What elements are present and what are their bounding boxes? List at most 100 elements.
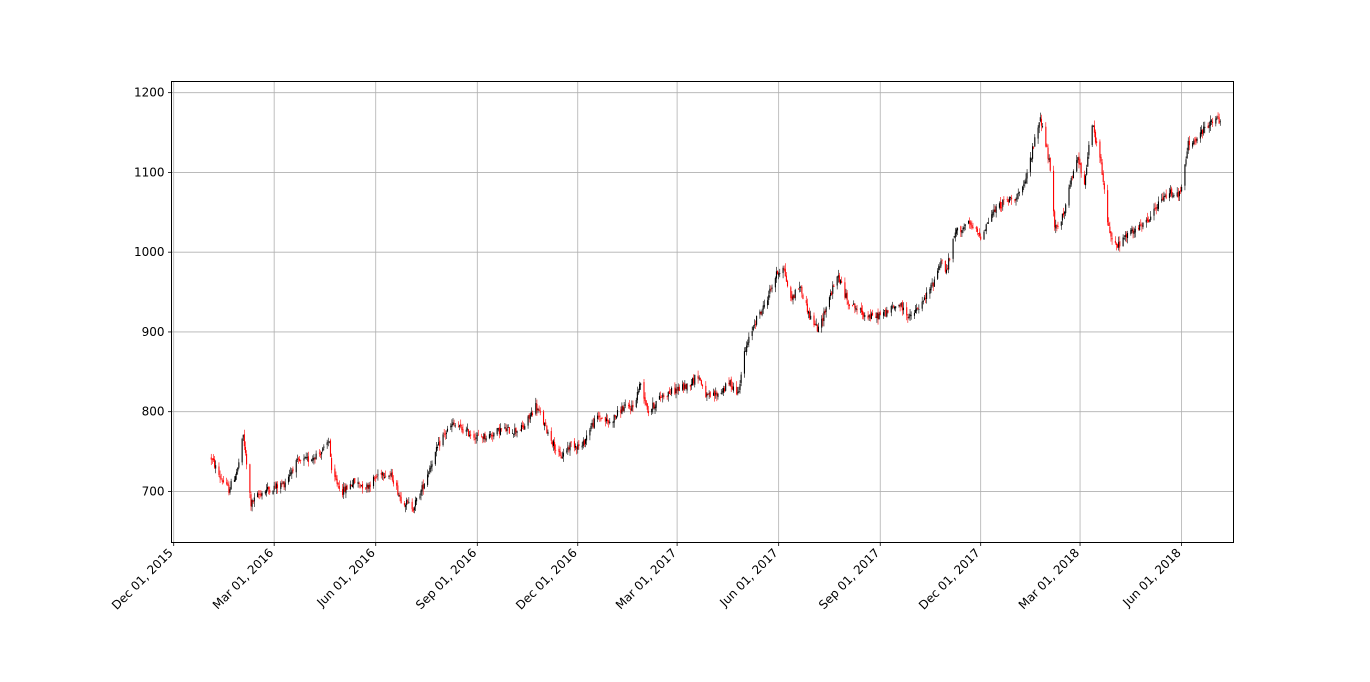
candle-body: [529, 414, 531, 420]
candle-body: [732, 386, 734, 391]
candle-body: [604, 416, 606, 422]
candle-body: [475, 437, 477, 439]
candle-body: [894, 306, 896, 309]
candle-body: [859, 308, 861, 310]
candle-body: [516, 431, 518, 433]
candle-body: [630, 408, 632, 411]
candle-body: [1117, 244, 1119, 248]
candle-body: [724, 388, 726, 392]
candle-body: [1141, 225, 1143, 227]
candle-body: [623, 407, 625, 411]
candle-body: [562, 452, 564, 457]
candle-body: [725, 383, 727, 391]
candle-body: [817, 326, 819, 333]
candle-body: [745, 350, 747, 352]
candle-body: [226, 482, 228, 484]
candle-body: [1186, 151, 1188, 159]
candle-body: [327, 441, 329, 443]
candle-body: [683, 383, 685, 390]
candle-body: [1108, 222, 1110, 226]
candle-body: [860, 307, 863, 313]
candle-body: [864, 314, 866, 318]
candle-body: [423, 483, 425, 489]
candle-body: [632, 404, 634, 408]
candle-body: [1196, 138, 1198, 141]
candle-body: [740, 374, 742, 383]
candle-body: [329, 440, 332, 457]
candle-body: [931, 282, 933, 284]
candle-body: [690, 383, 693, 386]
candle-body: [1094, 131, 1097, 143]
candle-body: [601, 418, 603, 419]
candle-body: [499, 428, 502, 435]
candle-body: [1194, 139, 1196, 141]
candle-body: [622, 406, 624, 411]
candle-body: [1047, 147, 1049, 159]
candle-body: [971, 225, 973, 228]
candle-body: [961, 230, 963, 234]
candle-body: [473, 434, 475, 438]
candle-body: [283, 481, 285, 488]
candle-body: [646, 403, 648, 410]
candle-body: [546, 425, 548, 433]
candle-body: [945, 269, 948, 273]
candle-body: [249, 464, 251, 493]
candle-body: [265, 489, 267, 493]
candle-body: [694, 374, 696, 385]
candle-body: [282, 482, 284, 484]
candle-body: [570, 441, 572, 443]
candle-body: [715, 392, 717, 395]
candle-body: [701, 384, 704, 387]
candle-body: [561, 456, 563, 459]
candle-body: [1045, 126, 1047, 147]
candle-body: [1087, 156, 1089, 167]
candle-body: [584, 438, 587, 444]
candle-body: [754, 324, 757, 325]
candle-body: [460, 423, 462, 427]
candle-body: [1022, 186, 1024, 193]
candle-body: [272, 490, 274, 495]
candle-body: [1154, 208, 1156, 209]
candle-body: [477, 434, 479, 436]
candle-body: [547, 431, 549, 435]
candle-body: [592, 422, 594, 427]
candle-body: [389, 475, 391, 477]
candle-body: [1109, 226, 1111, 234]
candle-body: [782, 267, 784, 274]
candle-body: [1130, 230, 1132, 234]
candle-body: [414, 500, 417, 507]
candle-body: [686, 383, 688, 391]
candle-body: [956, 227, 959, 231]
candle-body: [488, 434, 490, 439]
candle-body: [1114, 240, 1116, 243]
candle-body: [452, 422, 454, 426]
candle-body: [868, 315, 870, 318]
candle-body: [492, 435, 494, 437]
candle-body: [933, 279, 935, 287]
candle-body: [1140, 224, 1142, 226]
candle-body: [882, 312, 885, 316]
candle-body: [1046, 145, 1048, 147]
candle-body: [624, 404, 626, 406]
candle-body: [377, 474, 379, 476]
candle-body: [264, 491, 266, 494]
candle-body: [429, 467, 431, 473]
candle-body: [1015, 198, 1017, 201]
candle-body: [233, 479, 235, 482]
candle-body: [221, 480, 223, 482]
candle-body: [918, 309, 920, 310]
candle-body: [608, 420, 610, 423]
candle-body: [214, 459, 216, 468]
candle-body: [1139, 224, 1141, 231]
candle-body: [367, 485, 369, 489]
candle-body: [746, 345, 748, 353]
candle-body: [530, 412, 532, 416]
candle-body: [1163, 196, 1165, 202]
candle-body: [574, 445, 577, 448]
candle-body: [846, 292, 848, 301]
candle-body: [258, 493, 260, 495]
candle-body: [984, 230, 986, 232]
candle-body: [537, 409, 539, 410]
candle-body: [1091, 125, 1093, 146]
candle-body: [382, 473, 385, 477]
